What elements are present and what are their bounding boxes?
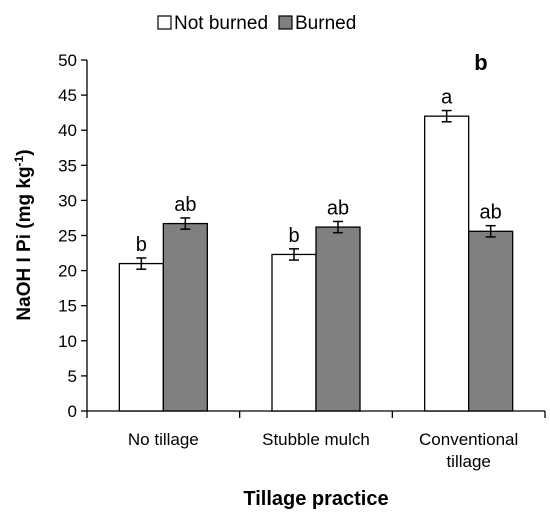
y-tick-label: 30: [58, 191, 77, 210]
significance-letter: b: [288, 225, 299, 247]
x-tick-label: Stubble mulch: [262, 430, 370, 449]
x-tick-label: Conventional: [419, 430, 518, 449]
significance-letter: b: [136, 234, 147, 256]
legend-label: Not burned: [174, 13, 268, 34]
panel-label: b: [474, 50, 487, 75]
x-axis: No tillage Stubble mulch Conventional tilla…: [86, 410, 546, 471]
y-tick-label: 0: [68, 402, 77, 421]
y-axis-title-sup: -1: [12, 155, 26, 166]
significance-letter: ab: [174, 194, 196, 216]
y-axis-title-end: ): [14, 149, 35, 155]
y-tick-label: 40: [58, 121, 77, 140]
bar-not-burned: [271, 253, 317, 412]
significance-letter: ab: [327, 197, 349, 219]
legend: Not burned Burned: [157, 13, 356, 34]
x-tick-label: No tillage: [128, 430, 199, 449]
bar-burned: [468, 230, 514, 412]
x-tick-label: tillage: [446, 452, 490, 471]
y-tick-label: 20: [58, 262, 77, 281]
legend-swatch: [278, 15, 293, 30]
y-tick-label: 45: [58, 86, 77, 105]
y-tick-label: 5: [68, 367, 77, 386]
y-tick-label: 25: [58, 227, 77, 246]
y-axis: 0 5 10 15 20 25 30 35 40 45 50: [58, 51, 88, 421]
y-tick-label: 50: [58, 51, 77, 70]
bar-burned: [315, 226, 361, 412]
bar-not-burned: [118, 262, 164, 412]
y-tick-label: 15: [58, 297, 77, 316]
bar-burned: [162, 222, 208, 412]
y-axis-title: NaOH I Pi (mg kg-1): [12, 149, 35, 320]
significance-letter: ab: [480, 202, 502, 224]
legend-swatch: [157, 15, 172, 30]
legend-label: Burned: [295, 13, 356, 34]
y-axis-title-main: NaOH I Pi (mg kg: [14, 166, 35, 320]
y-tick-label: 10: [58, 332, 77, 351]
x-axis-title: Tillage practice: [243, 488, 388, 510]
significance-letter: a: [441, 87, 453, 109]
bar-not-burned: [424, 115, 470, 412]
y-tick-label: 35: [58, 156, 77, 175]
bars: b b a ab ab ab: [118, 87, 514, 412]
